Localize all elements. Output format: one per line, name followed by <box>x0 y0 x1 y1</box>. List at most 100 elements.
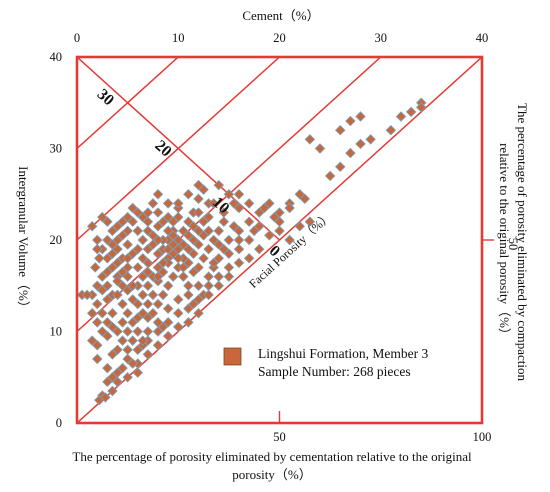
facial-porosity-value-label: 20 <box>151 137 174 160</box>
data-point <box>233 243 245 255</box>
data-point <box>193 239 204 250</box>
data-point <box>112 275 123 287</box>
data-point <box>117 335 128 346</box>
data-point <box>92 353 103 365</box>
data-point <box>335 161 346 173</box>
data-point <box>233 257 245 269</box>
data-point <box>233 234 245 246</box>
data-point <box>203 225 214 237</box>
left-tick-label: 30 <box>50 142 63 156</box>
data-point <box>178 271 189 282</box>
data-point <box>203 280 214 291</box>
data-point <box>127 335 138 346</box>
data-point <box>304 216 316 227</box>
data-point <box>152 317 164 328</box>
data-point <box>127 280 138 291</box>
top-tick-label: 10 <box>172 31 185 45</box>
data-point <box>122 211 133 223</box>
data-point <box>132 225 143 237</box>
data-point <box>137 289 149 301</box>
data-point <box>183 317 194 328</box>
data-point <box>112 326 123 337</box>
data-point <box>81 289 93 301</box>
data-point <box>228 198 240 209</box>
data-point <box>92 317 103 328</box>
data-point <box>152 271 164 282</box>
data-point <box>92 298 103 310</box>
top-axis-title: Cement（%） <box>242 8 319 23</box>
data-point <box>233 189 245 200</box>
data-point <box>208 257 219 269</box>
data-point <box>162 317 174 328</box>
data-point <box>162 198 174 209</box>
data-point <box>162 303 174 314</box>
data-point <box>223 189 235 200</box>
data-point <box>137 335 149 346</box>
data-point <box>183 280 194 291</box>
cement-cross-line <box>77 57 281 241</box>
data-point <box>284 202 295 214</box>
data-point <box>213 271 224 282</box>
data-point <box>127 202 138 214</box>
data-point <box>97 326 108 337</box>
data-point <box>335 124 346 136</box>
data-point <box>107 307 118 319</box>
top-tick-label: 20 <box>273 31 286 45</box>
data-point <box>117 266 128 278</box>
data-point <box>122 326 133 337</box>
data-point <box>117 298 128 310</box>
data-point <box>117 362 128 374</box>
data-point <box>243 253 255 264</box>
data-point <box>112 376 123 388</box>
data-point <box>142 349 154 360</box>
data-point <box>147 198 159 209</box>
data-point <box>107 239 118 250</box>
data-point <box>193 193 204 205</box>
left-tick-label: 10 <box>50 325 63 339</box>
data-point <box>385 124 397 136</box>
data-point <box>355 138 366 150</box>
data-point <box>405 106 417 118</box>
top-tick-label: 40 <box>476 31 489 45</box>
data-point <box>86 221 98 232</box>
data-point <box>167 271 179 282</box>
data-point <box>213 280 224 291</box>
data-point <box>173 307 184 319</box>
data-point <box>193 307 204 319</box>
data-point <box>102 294 113 305</box>
data-point <box>193 262 204 273</box>
data-point <box>223 234 235 246</box>
data-point <box>89 262 101 273</box>
legend-line-1: Lingshui Formation, Member 3 <box>258 346 428 361</box>
data-point <box>243 234 255 246</box>
data-point <box>97 211 108 223</box>
data-point <box>183 257 194 269</box>
data-point <box>213 239 224 250</box>
data-point <box>167 216 179 227</box>
data-point <box>142 298 154 310</box>
data-point <box>132 312 143 324</box>
data-point <box>203 289 214 301</box>
data-point <box>102 362 113 374</box>
data-point <box>112 344 123 356</box>
data-point <box>173 321 184 333</box>
right-tick-label: 50 <box>506 238 520 251</box>
data-point <box>254 221 265 232</box>
top-tick-label: 0 <box>74 31 80 45</box>
data-point <box>173 253 184 264</box>
data-point <box>152 207 164 218</box>
data-point <box>259 202 270 214</box>
data-point <box>162 280 174 291</box>
data-point <box>183 289 194 301</box>
data-point <box>167 230 179 241</box>
data-point <box>198 253 209 264</box>
data-point <box>243 216 255 227</box>
data-point <box>193 179 204 191</box>
data-point <box>137 234 149 246</box>
data-point <box>294 221 305 232</box>
data-point <box>274 225 285 237</box>
data-point <box>299 193 311 205</box>
right-axis-title-line1: The percentage of porosity eliminated by… <box>515 103 530 381</box>
data-point <box>122 239 133 250</box>
